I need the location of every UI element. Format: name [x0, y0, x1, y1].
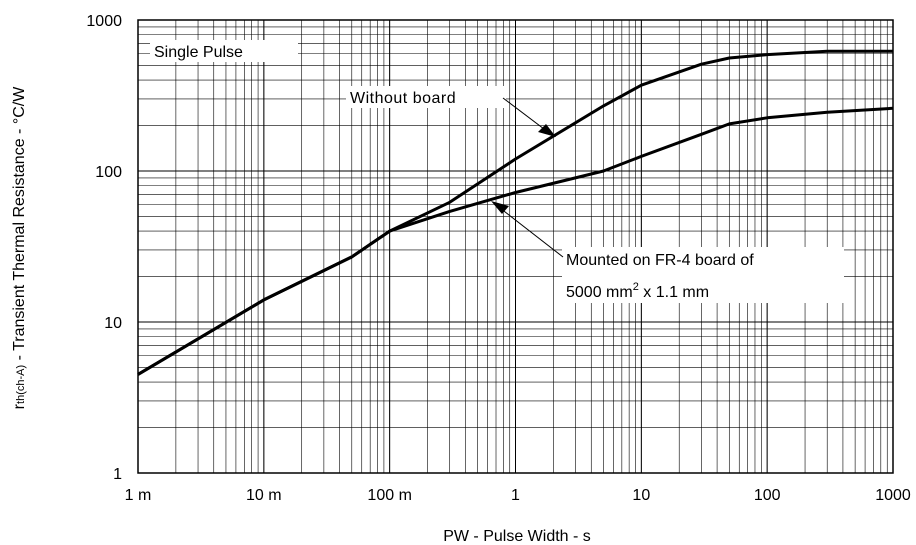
plot-frame	[137, 19, 894, 474]
mounted-label-dim-b: x 1.1 mm	[639, 284, 709, 301]
without-board-label-bg	[346, 86, 506, 108]
series-group	[137, 49, 894, 376]
y-tick-label: 1000	[86, 13, 122, 30]
y-axis-label-subscript: th(ch-A)	[15, 365, 27, 404]
x-tick-label: 100 m	[367, 487, 411, 504]
y-tick-label: 100	[95, 164, 122, 181]
y-axis-label-r: r	[11, 403, 28, 409]
grid	[138, 19, 894, 473]
y-tick-label: 10	[104, 315, 122, 332]
x-tick-label: 10 m	[246, 487, 282, 504]
y-tick-label: 1	[113, 466, 122, 483]
x-axis-label: PW - Pulse Width - s	[443, 528, 591, 545]
series-line-mounted-on-board	[137, 106, 894, 376]
mounted-arrowhead	[491, 201, 509, 214]
x-tick-label: 10	[632, 487, 650, 504]
x-tick-label: 1	[511, 487, 520, 504]
tick-labels: 1 m 10 m 100 m 1 10 100 1000 1 10 100 1000	[86, 13, 910, 504]
y-axis-label-rest: - Transient Thermal Resistance - °C/W	[11, 86, 28, 365]
y-axis-label: rth(ch-A) - Transient Thermal Resistance…	[11, 86, 28, 410]
x-tick-label: 1000	[875, 487, 911, 504]
without-board-label: Without board	[350, 90, 456, 107]
without-board-arrowhead	[538, 124, 556, 137]
mounted-leader	[499, 207, 564, 258]
single-pulse-label-bg	[150, 40, 298, 62]
mounted-label-dim-a: 5000 mm	[566, 284, 633, 301]
annotations: Single Pulse Without board Mounted on FR…	[150, 40, 844, 303]
single-pulse-label: Single Pulse	[154, 44, 243, 61]
without-board-leader	[502, 97, 549, 133]
x-tick-label: 1 m	[125, 487, 152, 504]
x-tick-label: 100	[754, 487, 781, 504]
mounted-label-bg	[562, 247, 844, 303]
mounted-label-line1: Mounted on FR-4 board of	[566, 252, 754, 269]
mounted-label-line2: 5000 mm2 x 1.1 mm	[566, 281, 709, 301]
mounted-label-superscript: 2	[633, 281, 639, 293]
